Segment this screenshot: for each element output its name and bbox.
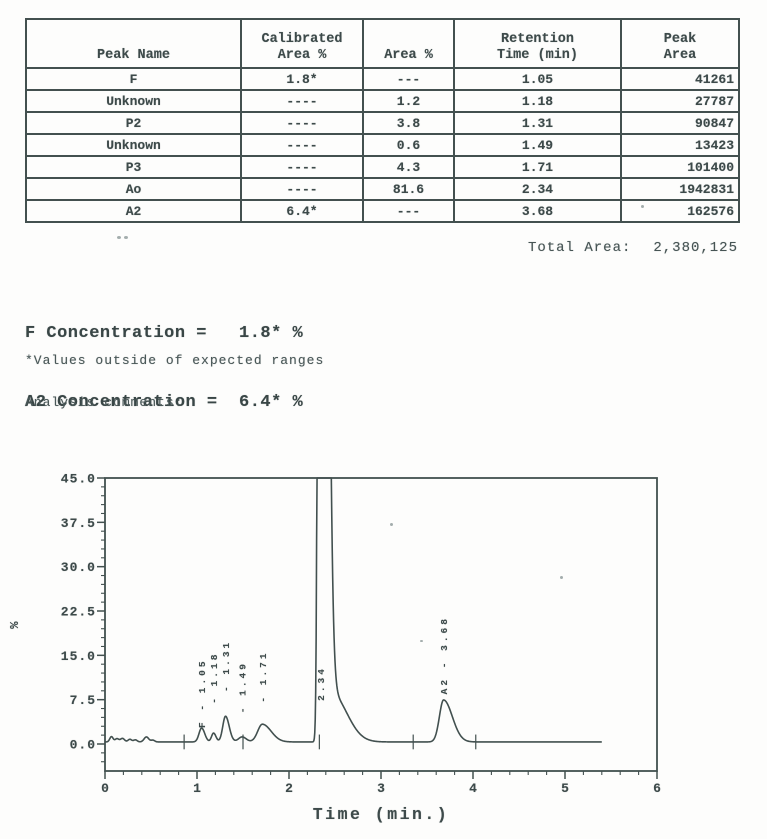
peak-label-F: F - 1.05 <box>197 658 208 728</box>
x-axis-label: Time (min.) <box>313 805 449 824</box>
x-tick-label: 0 <box>101 781 109 796</box>
table-row: P3 ---- 4.3 1.71 101400 <box>25 155 740 179</box>
cell-peak_name: Ao <box>25 177 242 201</box>
cell-area_pct: 0.6 <box>362 133 455 157</box>
cell-calibrated_area_pct: ---- <box>240 89 364 113</box>
table-body: F 1.8* --- 1.05 41261 Unknown ---- 1.2 1.18 27787… <box>25 67 740 223</box>
cell-peak_name: P2 <box>25 111 242 135</box>
cell-peak_name: Unknown <box>25 89 242 113</box>
peak-label-Ao: 2.34 <box>316 666 327 701</box>
y-axis-label: % <box>8 621 22 629</box>
cell-area_pct: 1.2 <box>362 89 455 113</box>
cell-area_pct: --- <box>362 199 455 223</box>
table-row: P2 ---- 3.8 1.31 90847 <box>25 111 740 135</box>
total-area-label: Total Area: <box>527 240 632 256</box>
x-tick-label: 5 <box>561 781 569 796</box>
scan-speck <box>641 205 644 208</box>
cell-retention_time: 1.49 <box>453 133 622 157</box>
cell-area_pct: --- <box>362 67 455 91</box>
cell-peak_area: 41261 <box>620 67 740 91</box>
cell-retention_time: 3.68 <box>453 199 622 223</box>
table-row: Unknown ---- 1.2 1.18 27787 <box>25 89 740 113</box>
cell-peak_name: F <box>25 67 242 91</box>
peak-table: Peak Name Calibrated Area % Area % Retention… <box>25 18 740 223</box>
x-tick-label: 2 <box>285 781 293 796</box>
x-tick-label: 6 <box>653 781 661 796</box>
cell-calibrated_area_pct: 6.4* <box>240 199 364 223</box>
peak-label-P2: - 1.31 <box>221 640 232 692</box>
y-tick-label: 0.0 <box>70 738 96 753</box>
column-header-calibrated_area_pct: Calibrated Area % <box>240 18 364 69</box>
cell-calibrated_area_pct: ---- <box>240 133 364 157</box>
peak-label-P3: - 1.71 <box>258 650 269 702</box>
table-row: Ao ---- 81.6 2.34 1942831 <box>25 177 740 201</box>
cell-peak_area: 1942831 <box>620 177 740 201</box>
column-header-retention_time: Retention Time (min) <box>453 18 622 69</box>
peak-label-Unknown: - 1.49 <box>238 661 249 713</box>
y-tick-label: 37.5 <box>61 516 96 531</box>
y-tick-label: 7.5 <box>70 693 96 708</box>
y-tick-label: 30.0 <box>61 560 96 575</box>
cell-peak_name: Unknown <box>25 133 242 157</box>
plot-frame <box>104 477 658 772</box>
cell-retention_time: 1.05 <box>453 67 622 91</box>
asterisk-footnote: *Values outside of expected ranges <box>25 353 325 368</box>
total-area-value: 2,380,125 <box>653 240 738 256</box>
cell-calibrated_area_pct: ---- <box>240 111 364 135</box>
cell-calibrated_area_pct: ---- <box>240 177 364 201</box>
cell-retention_time: 1.71 <box>453 155 622 179</box>
y-tick-label: 22.5 <box>61 605 96 620</box>
peak-label-Unknown: - 1.18 <box>209 652 220 704</box>
x-tick-label: 1 <box>193 781 201 796</box>
total-area: Total Area: 2,380,125 <box>420 240 738 256</box>
chromatogram-svg: 0.0 7.5 15.0 22.5 30.0 37.5 45.0 0 1 2 3 4 5 6% Time (… <box>8 472 661 825</box>
chromatogram-trace <box>104 477 603 743</box>
scan-speck <box>117 236 121 239</box>
table-row: Unknown ---- 0.6 1.49 13423 <box>25 133 740 157</box>
cell-retention_time: 1.31 <box>453 111 622 135</box>
table-row: F 1.8* --- 1.05 41261 <box>25 67 740 91</box>
cell-calibrated_area_pct: ---- <box>240 155 364 179</box>
cell-peak_area: 101400 <box>620 155 740 179</box>
column-header-peak_name: Peak Name <box>25 18 242 69</box>
scan-speck <box>420 640 423 642</box>
y-tick-label: 45.0 <box>61 472 96 487</box>
scan-speck <box>124 236 128 239</box>
cell-retention_time: 1.18 <box>453 89 622 113</box>
analysis-comments-label: Analysis comments: <box>25 395 184 410</box>
peak-label-A2: A2 - 3.68 <box>439 616 450 694</box>
cell-peak_name: A2 <box>25 199 242 223</box>
cell-calibrated_area_pct: 1.8* <box>240 67 364 91</box>
cell-peak_name: P3 <box>25 155 242 179</box>
x-tick-label: 4 <box>469 781 477 796</box>
table-header-row: Peak Name Calibrated Area % Area % Retention… <box>25 18 740 69</box>
x-tick-label: 3 <box>377 781 385 796</box>
a2-concentration-line: A2 Concentration = 6.4* % <box>25 393 304 412</box>
scan-speck <box>390 523 393 526</box>
cell-area_pct: 4.3 <box>362 155 455 179</box>
column-header-peak_area: Peak Area <box>620 18 740 69</box>
concentration-block: F Concentration = 1.8* % A2 Concentratio… <box>25 276 303 460</box>
cell-peak_area: 162576 <box>620 199 740 223</box>
cell-area_pct: 81.6 <box>362 177 455 201</box>
y-tick-label: 15.0 <box>61 649 96 664</box>
cell-peak_area: 90847 <box>620 111 740 135</box>
cell-peak_area: 27787 <box>620 89 740 113</box>
cell-retention_time: 2.34 <box>453 177 622 201</box>
column-header-area_pct: Area % <box>362 18 455 69</box>
f-concentration-line: F Concentration = 1.8* % <box>25 324 304 343</box>
scan-speck <box>560 576 563 579</box>
table-row: A2 6.4* --- 3.68 162576 <box>25 199 740 223</box>
cell-area_pct: 3.8 <box>362 111 455 135</box>
cell-peak_area: 13423 <box>620 133 740 157</box>
